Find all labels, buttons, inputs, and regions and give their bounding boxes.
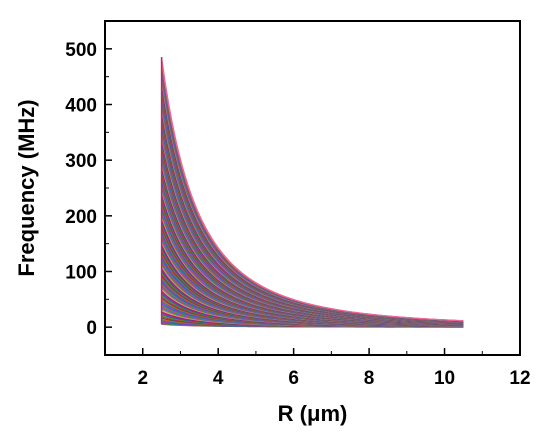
x-axis-title: R (μm) [278, 401, 348, 426]
x-tick-label: 10 [434, 368, 455, 389]
y-tick-label: 400 [65, 96, 97, 117]
y-axis-title: Frequency (MHz) [14, 99, 39, 276]
x-axis-ticks: 2 4 6 8 10 12 [137, 348, 531, 389]
x-tick-label: 12 [509, 368, 530, 389]
y-axis-ticks: 0 100 200 300 400 500 [65, 40, 112, 339]
x-tick-label: 8 [364, 368, 375, 389]
y-tick-label: 200 [65, 207, 97, 228]
curve-family [160, 57, 464, 328]
y-tick-label: 0 [86, 318, 97, 339]
frequency-curve [161, 57, 464, 322]
y-tick-label: 300 [65, 151, 97, 172]
x-tick-label: 6 [288, 368, 299, 389]
x-tick-label: 4 [213, 368, 224, 389]
y-tick-label: 500 [65, 40, 97, 61]
y-tick-label: 100 [65, 263, 97, 284]
x-tick-label: 2 [137, 368, 148, 389]
